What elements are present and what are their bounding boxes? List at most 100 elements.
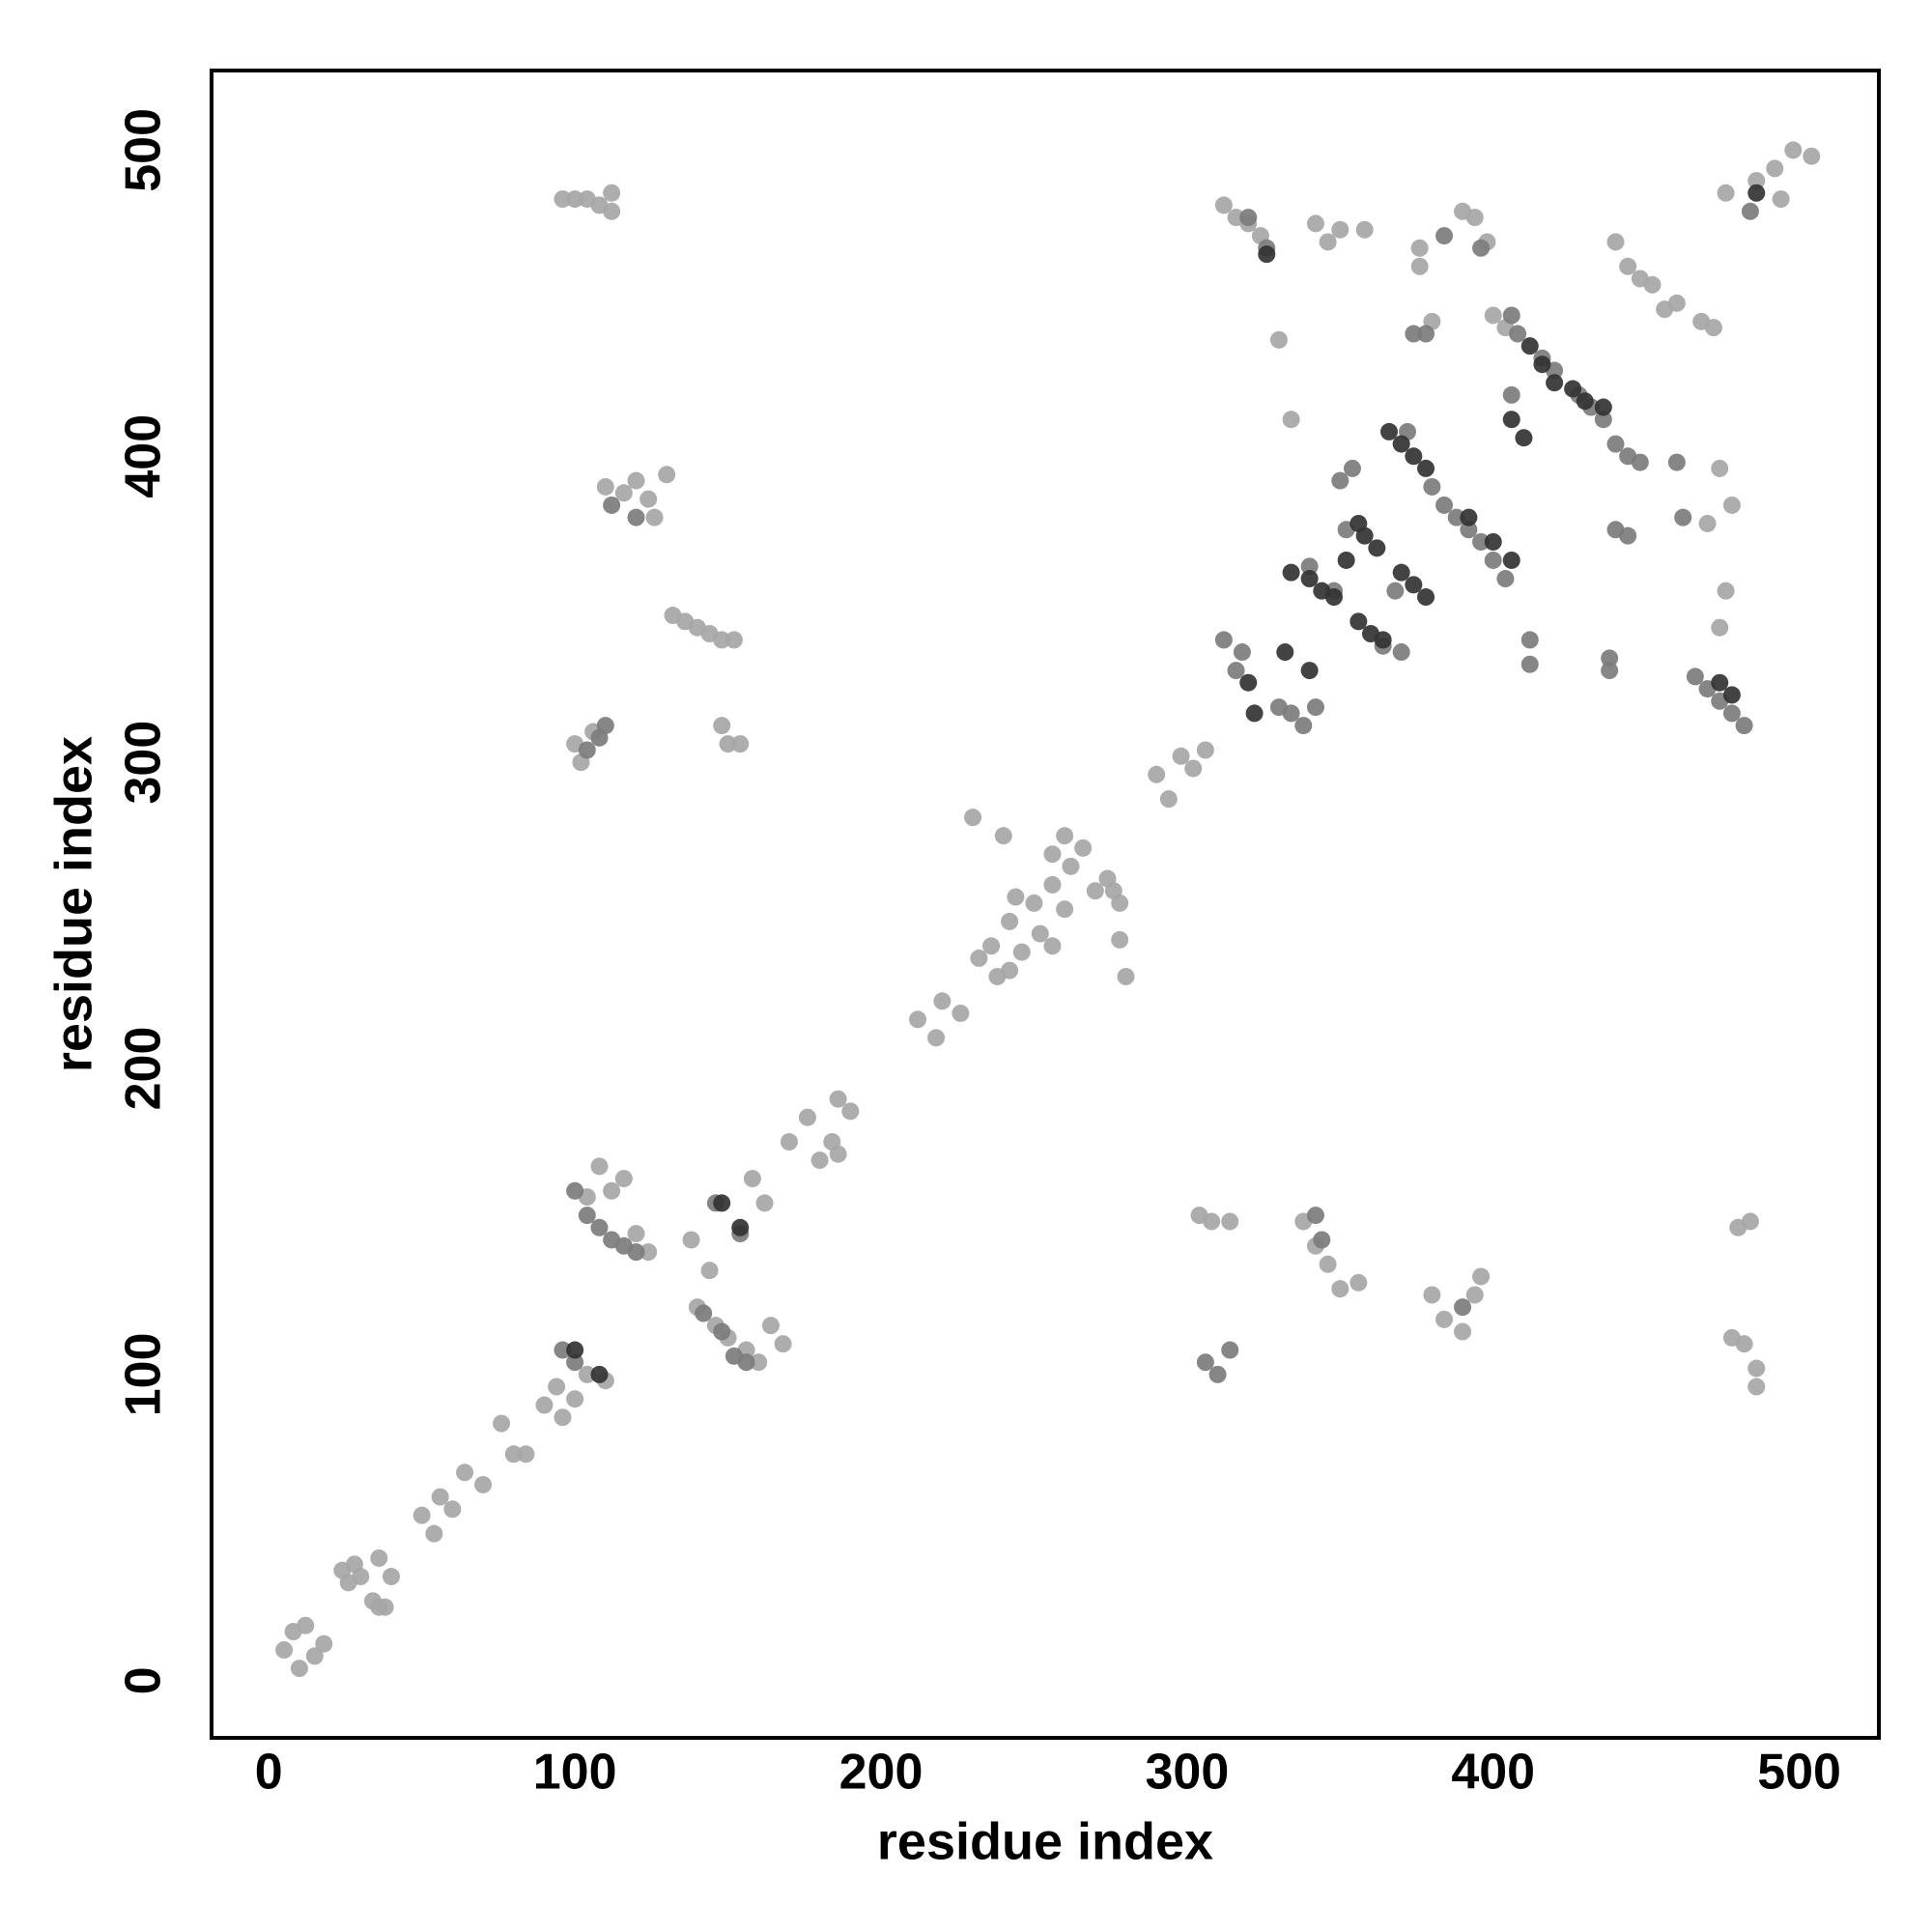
point: [1343, 459, 1361, 477]
point: [315, 1634, 333, 1653]
point: [1502, 385, 1520, 404]
point: [1172, 747, 1190, 765]
point: [1484, 306, 1502, 325]
point: [994, 827, 1012, 845]
point: [713, 717, 731, 735]
point: [1460, 508, 1478, 526]
point: [829, 1145, 847, 1163]
point: [927, 1029, 946, 1047]
y-tick-label: 0: [116, 1666, 172, 1694]
point: [578, 1365, 596, 1383]
point: [1031, 924, 1049, 943]
point: [810, 1151, 829, 1170]
point: [1306, 698, 1324, 717]
point: [1674, 508, 1692, 526]
point: [1025, 894, 1043, 912]
point: [933, 992, 952, 1010]
point: [1747, 1378, 1766, 1396]
point: [1282, 704, 1300, 723]
point: [554, 1341, 572, 1359]
point: [1350, 612, 1368, 631]
point: [1717, 582, 1735, 600]
point: [1221, 1341, 1239, 1359]
point: [1239, 673, 1258, 692]
point: [578, 1207, 596, 1225]
point: [1423, 1286, 1441, 1304]
point: [1324, 588, 1343, 607]
point: [1258, 245, 1276, 264]
point: [1606, 233, 1625, 251]
point: [1368, 539, 1386, 557]
point: [1643, 275, 1662, 294]
point: [1148, 765, 1166, 783]
x-tick-label: 200: [839, 1745, 923, 1801]
point: [1686, 668, 1704, 686]
point: [750, 1353, 768, 1372]
point: [1282, 563, 1300, 582]
point: [431, 1488, 449, 1506]
point: [798, 1108, 816, 1126]
point: [1043, 845, 1062, 864]
point: [1074, 838, 1093, 857]
point: [566, 1181, 584, 1200]
point: [1741, 1212, 1759, 1231]
point: [841, 1102, 860, 1121]
point: [1747, 184, 1766, 202]
point: [566, 1390, 584, 1408]
point: [713, 1322, 731, 1341]
point: [1386, 582, 1405, 600]
point: [590, 1365, 609, 1383]
point: [1417, 459, 1435, 477]
x-axis-title: residue index: [877, 1812, 1213, 1870]
point: [719, 735, 737, 753]
point: [352, 1568, 370, 1586]
point: [614, 484, 633, 502]
point: [504, 1445, 523, 1463]
point: [1159, 790, 1178, 809]
point: [1447, 508, 1465, 526]
point: [627, 1243, 645, 1262]
point: [535, 1396, 554, 1414]
point: [1435, 1310, 1454, 1328]
point: [566, 1341, 584, 1359]
point: [682, 1231, 700, 1249]
point: [952, 1004, 970, 1022]
point: [1233, 643, 1251, 662]
point: [1350, 1273, 1368, 1292]
point: [1111, 894, 1129, 912]
point: [1331, 1280, 1350, 1298]
point: [1747, 172, 1766, 190]
point: [1435, 496, 1454, 514]
point: [1594, 411, 1612, 429]
point: [1214, 631, 1233, 649]
y-axis-title: residue index: [44, 736, 102, 1072]
point: [755, 1194, 774, 1212]
point: [1594, 398, 1612, 416]
x-tick-label: 0: [255, 1745, 283, 1801]
point: [639, 490, 658, 508]
x-tick-label: 100: [533, 1745, 617, 1801]
point: [1300, 570, 1319, 588]
point: [639, 1243, 658, 1262]
point: [1043, 937, 1062, 955]
point: [1184, 759, 1203, 778]
point: [1704, 319, 1722, 337]
x-tick-label: 300: [1145, 1745, 1229, 1801]
point: [1300, 662, 1319, 680]
point: [1300, 557, 1319, 576]
point: [1515, 429, 1533, 447]
point: [1001, 912, 1019, 930]
y-tick-label: 200: [116, 1027, 172, 1111]
point: [1196, 1353, 1214, 1372]
point: [1460, 521, 1478, 539]
point: [1619, 257, 1637, 275]
point: [1496, 570, 1515, 588]
point: [1355, 526, 1374, 545]
point: [603, 496, 621, 514]
point: [1056, 900, 1074, 919]
point: [1423, 477, 1441, 496]
point: [627, 1225, 645, 1243]
point: [1117, 967, 1135, 985]
point: [829, 1090, 847, 1108]
